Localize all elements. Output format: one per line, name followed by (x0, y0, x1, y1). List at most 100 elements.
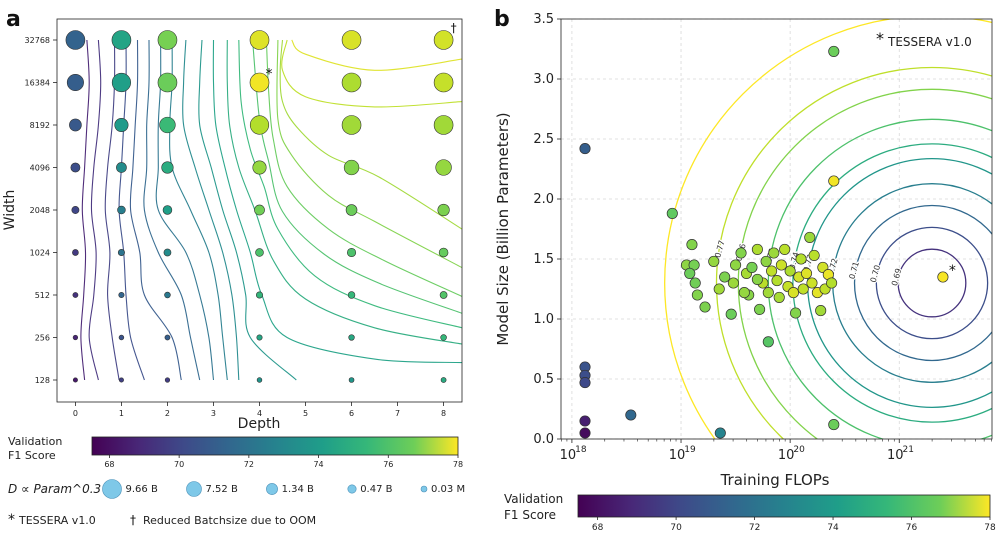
panel-b-y-tick-label: 2.0 (533, 192, 554, 207)
panel-b-x-tick-label: 10 (778, 448, 795, 463)
panel-a-point (163, 248, 172, 257)
panel-a-point (70, 162, 81, 173)
panel-b-y-label: Model Size (Billion Parameters) (494, 112, 512, 345)
panel-a-point (118, 334, 125, 341)
panel-a-point (440, 334, 447, 341)
panel-b-y-tick-label: 0.0 (533, 432, 554, 447)
panel-a-contour-line (129, 39, 182, 381)
note-oom-text: Reduced Batchsize due to OOM (143, 514, 316, 527)
panel-a-point (249, 30, 270, 50)
panel-b-grid (561, 18, 992, 440)
panel-b-point (727, 277, 739, 289)
panel-b-contour-line (853, 204, 992, 362)
panel-b-contour-label: 0.70 (869, 264, 882, 284)
panel-a-y-tick-label: 2048 (30, 206, 50, 215)
panel-b-point (686, 239, 698, 251)
panel-a-point (348, 377, 355, 383)
panel-b-point (699, 301, 711, 313)
note-tessera-symbol: * (8, 512, 15, 528)
panel-a-colorbar-tick-label: 76 (383, 460, 393, 469)
panel-b-point (937, 271, 949, 283)
panel-a-point (114, 117, 129, 133)
note-tessera-text: TESSERA v1.0 (18, 514, 96, 527)
panel-b-point (666, 207, 678, 219)
size-legend: 9.66 B 7.52 B 1.34 B 0.47 B 0.03 M (102, 479, 465, 499)
panel-label-b: b (494, 7, 510, 32)
panel-a-point (117, 205, 126, 215)
panel-a-colorbar-tick-label: 68 (104, 460, 114, 469)
panel-a-point (111, 30, 132, 50)
panel-b-colorbar-label-1: Validation (504, 492, 563, 506)
panel-a-point (347, 247, 357, 258)
panel-a-contours (80, 39, 462, 381)
panel-a-point (116, 162, 127, 173)
panel-b-point (784, 265, 796, 277)
panel-a-y-tick-label: 256 (35, 334, 50, 343)
panel-a-x-label: Depth (238, 416, 281, 432)
panel-b-point (760, 255, 772, 267)
legend-tessera-text: TESSERA v1.0 (887, 35, 972, 49)
panel-b-contour-label: 0.71 (848, 261, 861, 281)
panel-a-colorbar-tick-label: 70 (174, 460, 184, 469)
panel-b-contour-line (664, 19, 992, 439)
panel-b-point (579, 377, 591, 389)
panel-a-point (157, 72, 178, 93)
panel-b-point (779, 243, 791, 255)
panel-a-point (162, 205, 173, 215)
panel-b-x-tick-label: 10 (887, 448, 904, 463)
size-legend-marker (420, 485, 428, 493)
panel-b-point (751, 243, 763, 255)
panel-a-point (161, 161, 174, 174)
panel-a-oom-marker: † (451, 21, 457, 35)
panel-b-contour-line (832, 183, 992, 383)
panel-b-colorbar-tick-label: 78 (984, 523, 996, 533)
panel-a-point (341, 30, 362, 50)
panel-b-point (713, 283, 725, 295)
panel-b-point (691, 289, 703, 301)
size-legend-title: D ∝ Param^0.3 (8, 482, 101, 496)
panel-b-x-label: Training FLOPs (720, 471, 830, 489)
panel-b-point (771, 275, 783, 287)
panel-a-point (72, 249, 79, 256)
panel-a-y-tick-label: 16384 (25, 79, 50, 88)
panel-a-contour-line (279, 39, 462, 230)
panel-a-x-tick-label: 8 (441, 409, 446, 418)
panel-a-y-label: Width (2, 190, 18, 231)
panel-b-point (828, 175, 840, 187)
size-legend-label: 0.47 B (360, 484, 392, 495)
panel-a-y-tick-label: 8192 (30, 121, 50, 130)
panel-a-point (347, 291, 356, 299)
panel-b-colorbar-tick-label: 76 (906, 523, 918, 533)
panel-b-point (828, 45, 840, 57)
panel-a-point (255, 291, 264, 299)
note-oom-symbol: † (130, 513, 136, 527)
panel-a-point (249, 115, 270, 135)
panel-b-x-tick-label: 10 (669, 448, 686, 463)
size-legend-marker (186, 481, 202, 497)
panel-b-y-tick-label: 2.5 (533, 132, 554, 147)
size-legend-marker (102, 479, 122, 499)
panel-a-colorbar-label-2: F1 Score (8, 449, 56, 462)
panel-a-point (111, 72, 132, 93)
panel-b-point (826, 277, 838, 289)
panel-label-a: a (6, 7, 21, 32)
panel-b-point (714, 427, 726, 439)
panel-a-points: *† (65, 21, 457, 383)
panel-b-point (775, 259, 787, 271)
panel-a-point (433, 115, 454, 135)
panel-b-point (797, 283, 809, 295)
panel-a-contour-line (104, 39, 120, 381)
panel-a-point (433, 30, 454, 50)
panel-b-axes: 10 18 10 19 10 20 10 210.00.51.01.52.02.53.03.5 (533, 12, 993, 463)
panel-b-colorbar-tick-label: 74 (827, 523, 839, 533)
panel-a-contour-line (281, 39, 462, 108)
panel-b-point (719, 271, 731, 283)
panel-a-contour-line (80, 39, 90, 381)
panel-a-y-tick-label: 4096 (30, 164, 50, 173)
panel-b-tessera-marker: * (949, 263, 956, 279)
size-legend-label: 9.66 B (126, 484, 158, 495)
panel-b-point (762, 336, 774, 348)
panel-a-point (72, 377, 78, 383)
panel-a-point (157, 30, 178, 50)
